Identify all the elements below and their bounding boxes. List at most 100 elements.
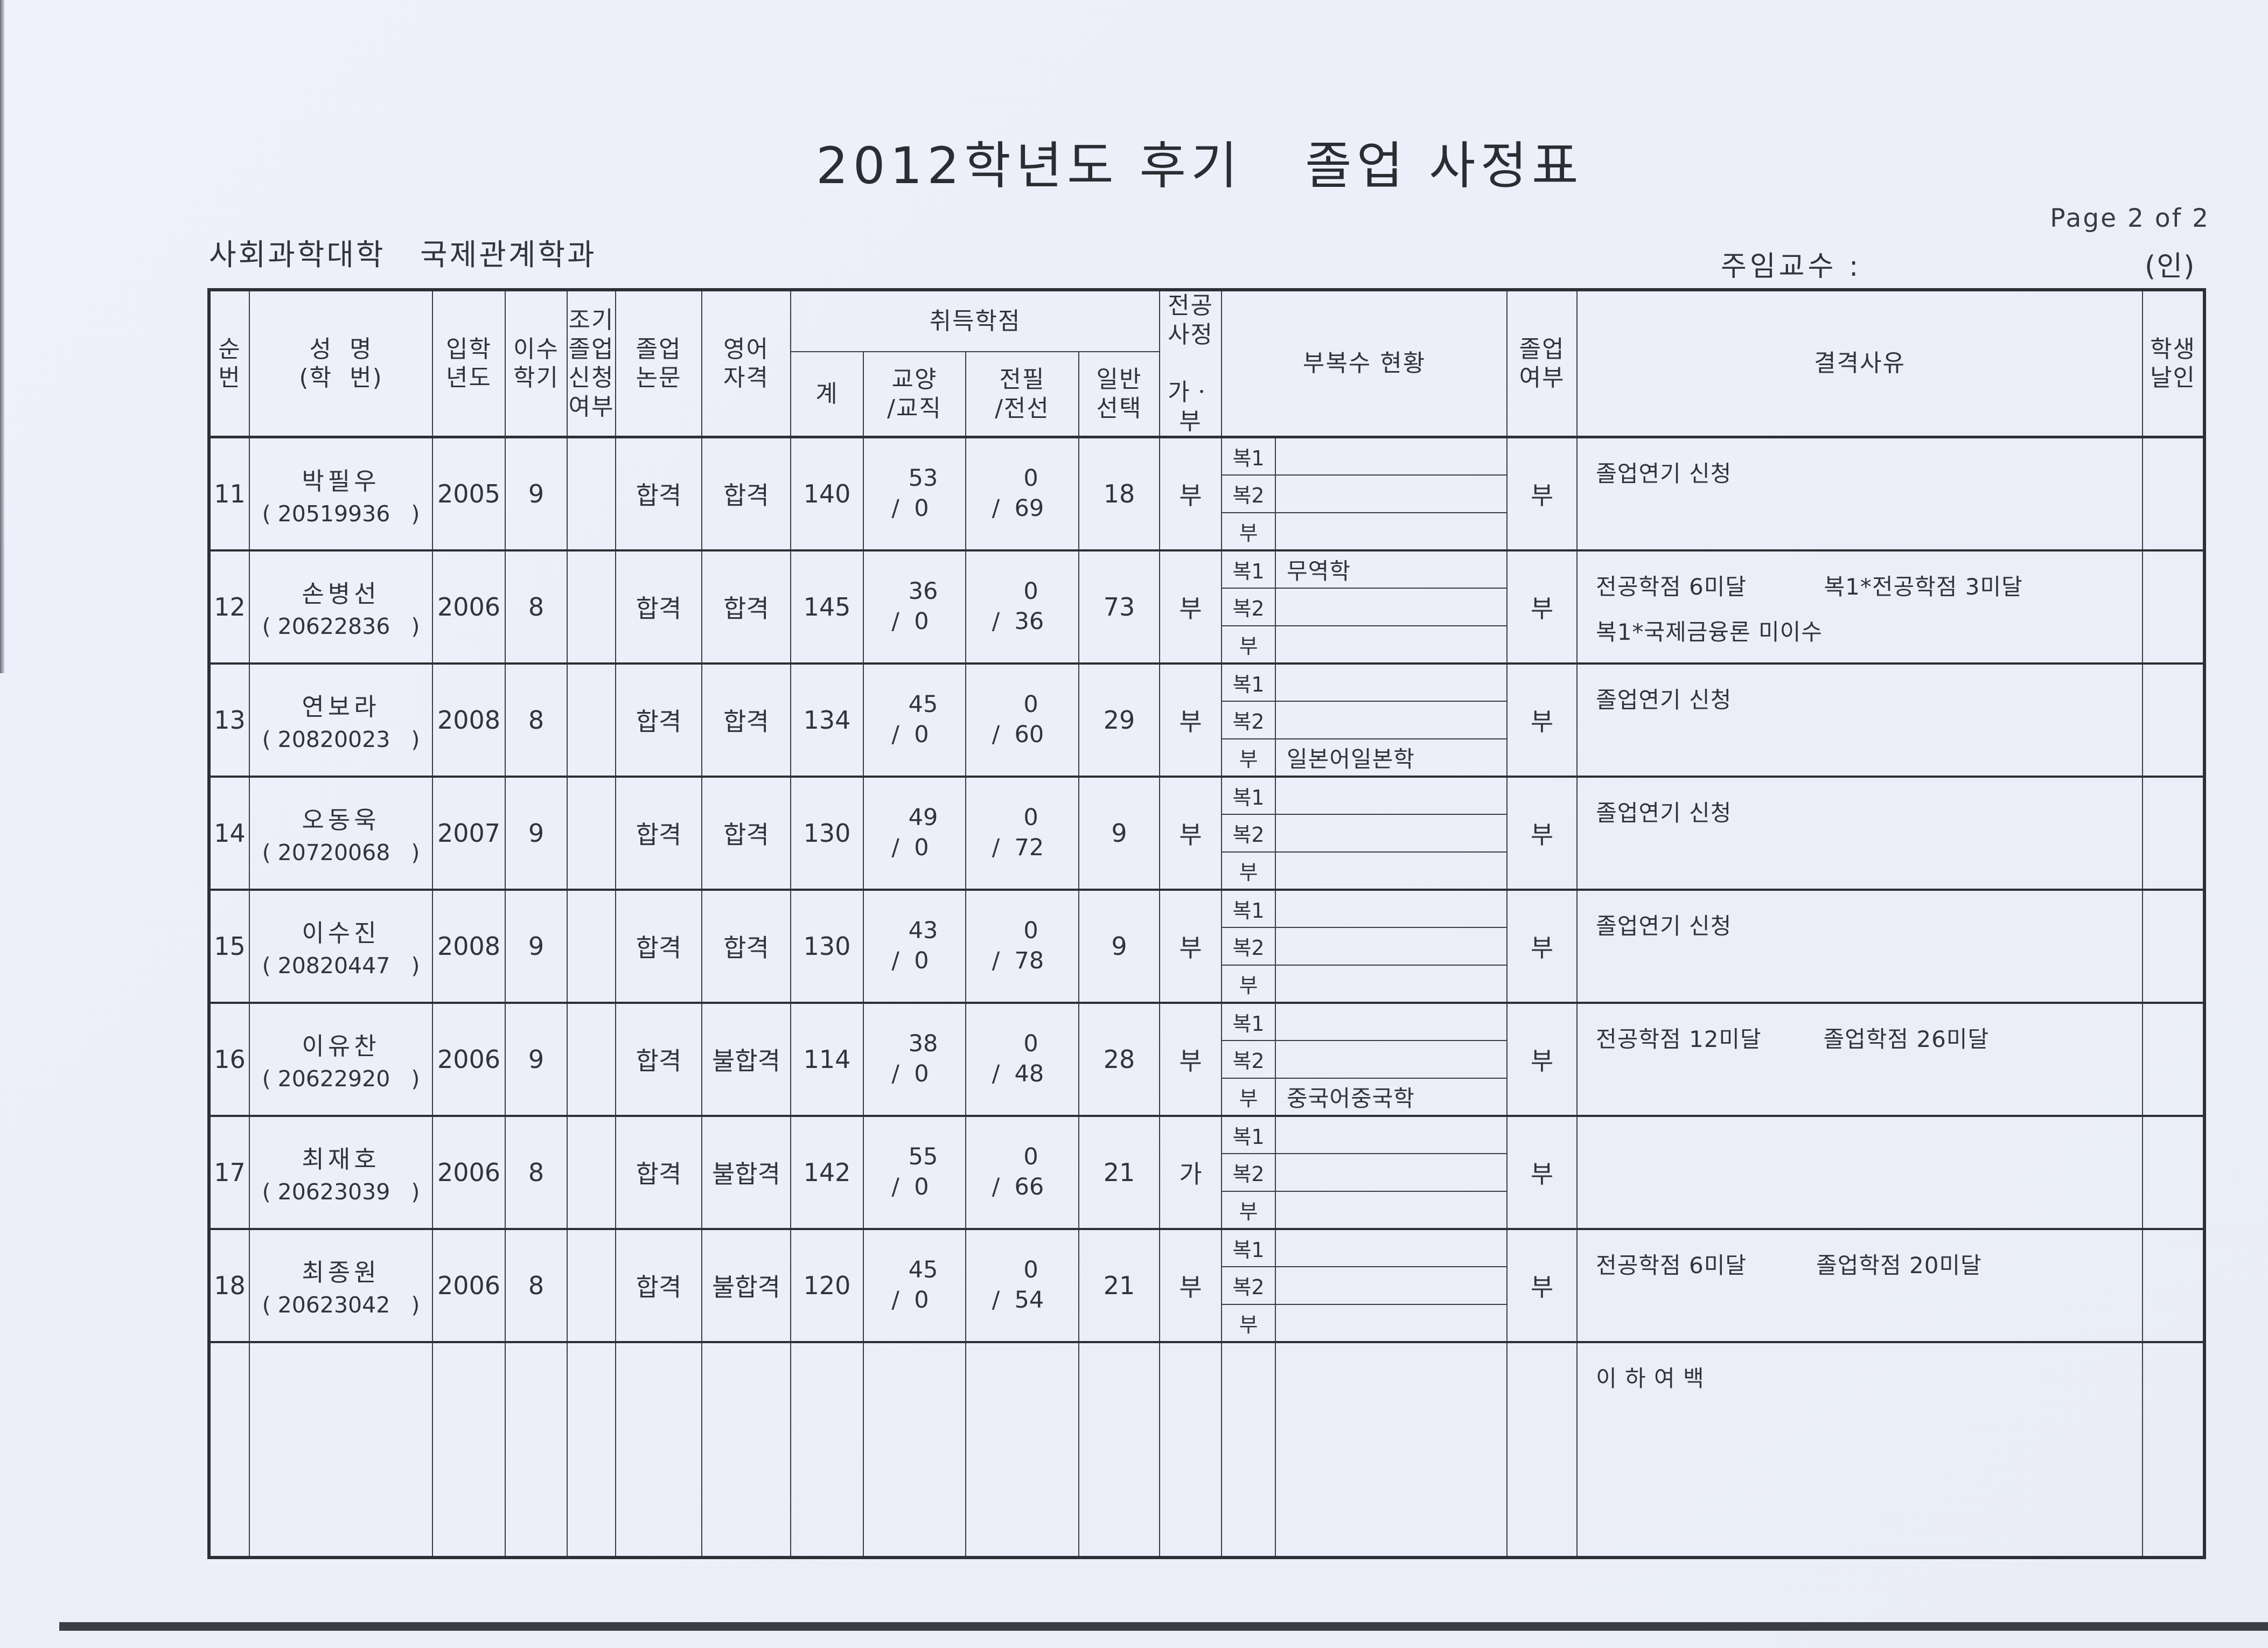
thesis-result: 합격: [615, 776, 702, 890]
credits-total: 140: [790, 436, 864, 551]
minor2-label: 복2: [1221, 1266, 1276, 1305]
minor-value: [1275, 625, 1508, 664]
student-name-id-empty: [249, 1341, 433, 1558]
semesters: 9: [505, 1002, 568, 1116]
minor2-value: [1275, 1039, 1508, 1079]
header-credits-group: 취득학점: [790, 289, 1161, 352]
credits-general: 9: [1078, 889, 1161, 1003]
student-name-id: 오동욱 ( 20720068 ): [249, 776, 433, 890]
semesters-empty: [505, 1341, 568, 1558]
minor-value: [1275, 851, 1508, 890]
thesis-result: 합격: [615, 889, 702, 1003]
header-admission-year: 입학 년도: [432, 289, 506, 438]
minor2-value: [1275, 926, 1508, 966]
credits-major: 0/ 54: [965, 1228, 1079, 1343]
credits-total: 114: [790, 1002, 864, 1116]
student-id: ( 20622836 ): [262, 613, 420, 640]
semesters: 8: [505, 1228, 568, 1343]
credits-liberal: 38/ 0: [863, 1002, 966, 1116]
header-early-grad: 조기 졸업 신청 여부: [567, 289, 616, 438]
student-row-14: 14 오동욱 ( 20720068 ) 2007 9 합격 합격 130 49/…: [208, 776, 2206, 890]
admission-year: 2007: [432, 776, 506, 890]
credits-liberal: 55/ 0: [863, 1115, 966, 1230]
student-seal-cell: [2142, 776, 2206, 890]
thesis-result: 합격: [615, 662, 702, 777]
student-name: 박필우: [302, 466, 380, 495]
row-number: 12: [208, 549, 250, 664]
disqualification-reason: 전공학점 6미달 졸업학점 20미달: [1576, 1228, 2144, 1343]
early-grad: [567, 436, 616, 551]
credits-major: 0/ 72: [965, 776, 1079, 890]
header-minor-double: 부복수 현황: [1221, 289, 1508, 438]
row-number: 11: [208, 436, 250, 551]
student-seal-cell: [2142, 662, 2206, 777]
english-result: 합격: [701, 889, 791, 1003]
major-assessment-empty: [1159, 1341, 1223, 1558]
english-result: 불합격: [701, 1228, 791, 1343]
minor-label: 부: [1221, 625, 1276, 664]
thesis-result: 합격: [615, 436, 702, 551]
minor1-label: 복1: [1221, 776, 1276, 815]
student-seal-cell: [2142, 1002, 2206, 1116]
credits-general: 18: [1078, 436, 1161, 551]
major-assessment: 부: [1159, 549, 1223, 664]
credits-general: 21: [1078, 1228, 1161, 1343]
credits-general-empty: [1078, 1341, 1161, 1558]
minor2-value: [1275, 813, 1508, 853]
minor-value: 중국어중국학: [1275, 1077, 1508, 1116]
disqualification-reason: 전공학점 6미달 복1*전공학점 3미달 복1*국제금융론 미이수: [1576, 549, 2144, 664]
credits-general: 29: [1078, 662, 1161, 777]
student-id: ( 20519936 ): [262, 500, 420, 527]
header-thesis: 졸업 논문: [615, 289, 702, 438]
page-title: 2012학년도 후기 졸업 사정표: [816, 137, 1583, 195]
head-professor-label: 주임교수 :: [1721, 250, 1862, 283]
minor-label: 부: [1221, 512, 1276, 551]
minor1-value: [1275, 1228, 1508, 1267]
student-id: ( 20623042 ): [262, 1292, 420, 1318]
english-result: 합격: [701, 436, 791, 551]
minor1-label: 복1: [1221, 1228, 1276, 1267]
credits-liberal: 45/ 0: [863, 662, 966, 777]
major-assessment: 부: [1159, 776, 1223, 890]
minor2-label: 복2: [1221, 1153, 1276, 1192]
student-name: 연보라: [302, 693, 380, 722]
early-grad: [567, 776, 616, 890]
graduation-status: 부: [1506, 1002, 1578, 1116]
early-grad: [567, 662, 616, 777]
minor1-value: [1275, 662, 1508, 702]
minor2-label: 복2: [1221, 474, 1276, 513]
english-result: 합격: [701, 549, 791, 664]
student-row-11: 11 박필우 ( 20519936 ) 2005 9 합격 합격 140 53/…: [208, 436, 2206, 551]
minor1-label: 복1: [1221, 549, 1276, 589]
student-name-id: 연보라 ( 20820023 ): [249, 662, 433, 777]
english-result: 합격: [701, 776, 791, 890]
thesis-result: 합격: [615, 549, 702, 664]
graduation-empty: [1506, 1341, 1578, 1558]
page-indicator: Page 2 of 2: [2050, 204, 2210, 233]
student-name-id: 손병선 ( 20622836 ): [249, 549, 433, 664]
minor1-value: [1275, 889, 1508, 928]
college-department: 사회과학대학 국제관계학과: [209, 238, 597, 272]
thesis-result: 합격: [615, 1115, 702, 1230]
student-row-15: 15 이수진 ( 20820447 ) 2008 9 합격 합격 130 43/…: [208, 889, 2206, 1003]
row-number-empty: [208, 1341, 250, 1558]
semesters: 8: [505, 662, 568, 777]
graduation-assessment-table: 순 번 성 명 (학 번) 입학 년도 이수 학기 조기 졸업 신청 여부 졸업…: [207, 288, 2207, 1559]
english-result: 합격: [701, 662, 791, 777]
minor1-label: 복1: [1221, 1002, 1276, 1041]
minor-label: 부: [1221, 851, 1276, 890]
early-grad-empty: [567, 1341, 616, 1558]
credits-general: 73: [1078, 549, 1161, 664]
header-graduation: 졸업 여부: [1506, 289, 1578, 438]
disqualification-reason: [1576, 1115, 2144, 1230]
graduation-status: 부: [1506, 1115, 1578, 1230]
english-result: 불합격: [701, 1115, 791, 1230]
student-row-18: 18 최종원 ( 20623042 ) 2006 8 합격 불합격 120 45…: [208, 1228, 2206, 1343]
credits-major: 0/ 36: [965, 549, 1079, 664]
credits-major: 0/ 69: [965, 436, 1079, 551]
minor2-label: 복2: [1221, 700, 1276, 739]
student-name: 최재호: [302, 1145, 380, 1174]
thesis-result: 합격: [615, 1002, 702, 1116]
minor-value: 일본어일본학: [1275, 738, 1508, 777]
